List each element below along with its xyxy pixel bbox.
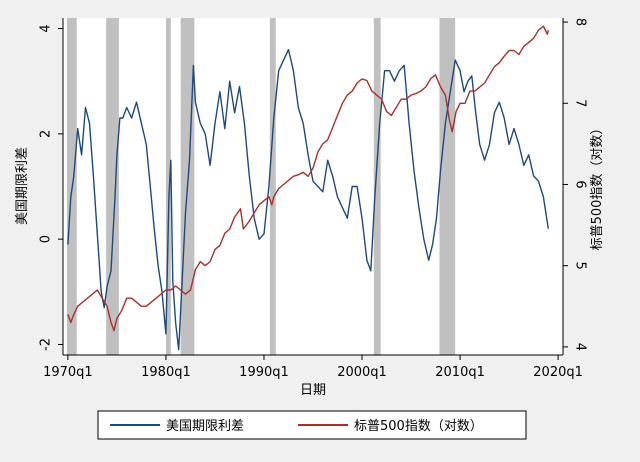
right-y-tick-label: 4: [573, 343, 588, 351]
recession-band-4: [269, 18, 276, 355]
right-y-tick-label: 6: [573, 180, 588, 188]
recession-band-5: [373, 18, 381, 355]
x-ticks: 1970q1 1980q1 1990q1 2000q1 2010q1 2020q1: [43, 355, 583, 380]
right-y-ticks: 4 5 6 7 8: [563, 18, 588, 351]
plot-area: [63, 18, 563, 355]
left-y-ticks: -2 0 2 4: [39, 24, 63, 351]
series-line-sp500: [67, 25, 549, 332]
x-tick-label: 1980q1: [141, 365, 191, 380]
x-tick-label: 1970q1: [43, 365, 93, 380]
x-tick-label: 2000q1: [337, 365, 387, 380]
x-tick-label: 2010q1: [435, 365, 485, 380]
legend-label-spread: 美国期限利差: [166, 419, 244, 434]
legend-label-sp500: 标普500指数（对数）: [354, 419, 483, 434]
legend: 美国期限利差 标普500指数（对数）: [97, 410, 527, 440]
left-y-tick-label: 2: [39, 130, 54, 138]
right-y-tick-label: 5: [573, 262, 588, 270]
series-lines: [67, 25, 549, 351]
x-tick-label: 1990q1: [239, 365, 289, 380]
left-y-tick-label: 4: [39, 24, 54, 32]
left-y-tick-label: -2: [39, 338, 54, 351]
x-tick-label: 2020q1: [533, 365, 583, 380]
legend-box: [97, 410, 527, 440]
recession-band-1: [106, 18, 119, 355]
right-y-tick-label: 8: [573, 18, 588, 26]
left-y-tick-label: 0: [39, 235, 54, 243]
right-y-axis-title: 标普500指数（对数）: [590, 122, 605, 251]
recession-band-6: [439, 18, 456, 355]
recession-band-2: [165, 18, 171, 355]
x-axis-title: 日期: [300, 383, 326, 398]
series-line-spread: [67, 48, 549, 351]
left-y-axis-title: 美国期限利差: [15, 147, 30, 225]
right-y-tick-label: 7: [573, 99, 588, 107]
